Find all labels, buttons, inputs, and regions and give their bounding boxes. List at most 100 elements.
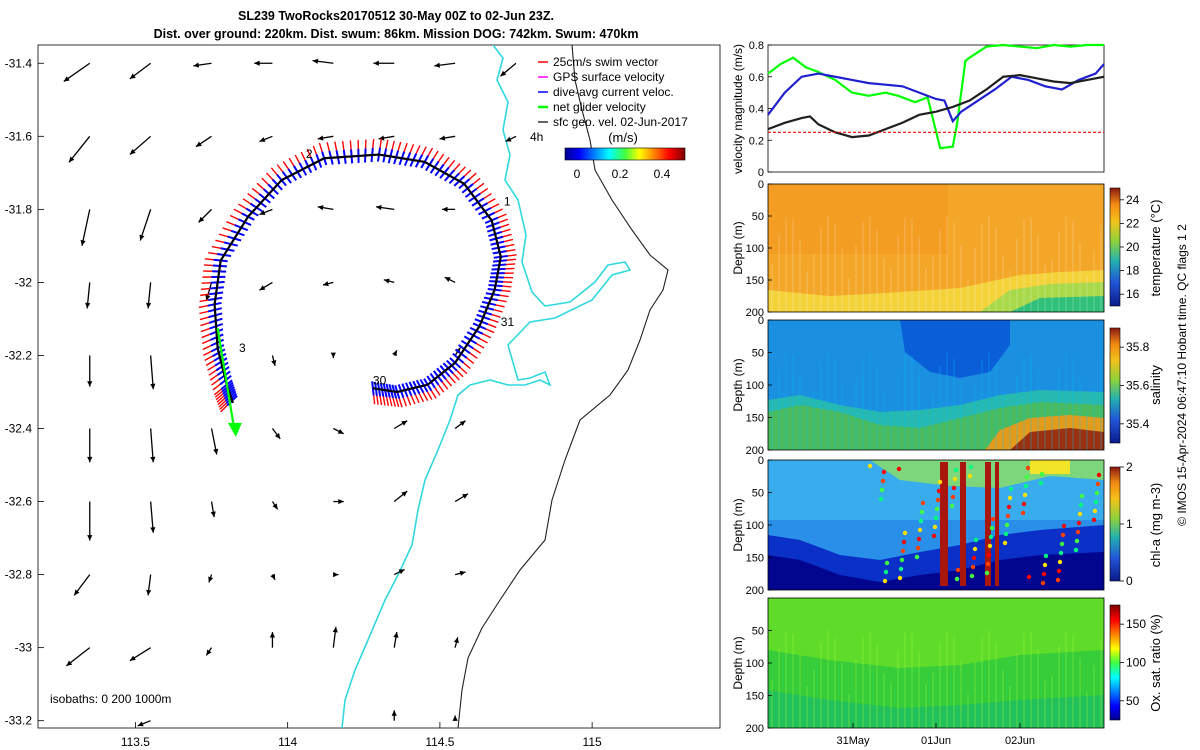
- depth-tick-label: 200: [746, 445, 764, 457]
- title-line2: Dist. over ground: 220km. Dist. swum: 86…: [154, 27, 639, 41]
- oxy-ylabel: Depth (m): [731, 636, 745, 689]
- salinity-cblabel: salinity: [1148, 365, 1163, 405]
- colorbar-tick-label: 50: [1126, 694, 1140, 708]
- chl-panel: 0 50 100 150 200 0 1 2 Depth (m) chl-a (mg m-3): [731, 455, 1163, 597]
- chl-sample: [1073, 547, 1079, 553]
- chl-sample: [900, 548, 906, 554]
- chl-sample: [1024, 474, 1030, 480]
- depth-tick-label: 0: [758, 455, 764, 467]
- sfc-vector-head: [373, 60, 379, 66]
- map-ytick-label: -32.8: [5, 568, 33, 582]
- sfc-vector-head: [332, 626, 338, 633]
- sfc-vector-head: [505, 136, 512, 142]
- chl-sample: [932, 524, 938, 530]
- map-ytick-label: -33.2: [5, 714, 33, 728]
- chl-sample: [882, 578, 888, 584]
- chl-sample: [985, 561, 991, 567]
- chl-sample: [984, 570, 990, 576]
- velocity-panel: 0 0.2 0.4 0.6 0.8 velocity magnitude (m/s): [731, 40, 1105, 179]
- depth-tick-label: 150: [746, 691, 764, 703]
- sfc-vector-head: [74, 589, 80, 596]
- chl-sample: [919, 509, 925, 515]
- salinity-max-layer: [1010, 428, 1104, 450]
- sfc-vector-head: [317, 205, 324, 211]
- chl-sample: [920, 500, 926, 506]
- sfc-vector-head: [269, 632, 276, 638]
- legend-swim: 25cm/s swim vector: [553, 55, 658, 69]
- sfc-vector-head: [193, 62, 200, 68]
- chl-sample: [986, 552, 992, 558]
- chl-sample: [1077, 511, 1083, 517]
- chl-texture: [867, 462, 1102, 586]
- salinity-panel: 0 50 100 150 200 35.4 35.6 35.8 Depth (m) salin…: [731, 315, 1163, 457]
- chl-high-column: [960, 462, 966, 586]
- colorbar-tick-label: 2: [1126, 460, 1133, 474]
- chl-sample: [933, 515, 939, 521]
- map-ytick-label: -32: [15, 275, 33, 289]
- chl-surface-patch: [1030, 460, 1070, 474]
- sfc-vector-head: [198, 216, 205, 223]
- legend-current: dive-avg current veloc.: [553, 85, 674, 99]
- map-xtick-label: 115: [583, 735, 602, 749]
- chl-sample: [1092, 508, 1098, 514]
- date-ticks: 31May 01Jun 02Jun: [836, 723, 1035, 747]
- sfc-vector-head: [259, 210, 266, 215]
- depth-tick-label: 100: [746, 658, 764, 670]
- depth-tick-label: 0: [758, 315, 764, 327]
- chl-sample: [1079, 493, 1085, 499]
- legend-net: net glider velocity: [553, 100, 646, 114]
- chl-sample: [898, 566, 904, 572]
- chl-sample: [937, 479, 943, 485]
- colorbar-tick-label: 24: [1126, 193, 1140, 207]
- sfc-vector-head: [145, 302, 152, 309]
- chl-sample: [1055, 577, 1061, 583]
- chl-sample: [970, 564, 976, 570]
- sfc-vector-head: [401, 491, 408, 497]
- chl-sample: [1061, 523, 1067, 529]
- sfc-vector-head: [150, 383, 156, 390]
- sfc-vector-head: [453, 637, 459, 644]
- chl-sample: [915, 545, 921, 551]
- map-ytick-label: -31.8: [5, 202, 33, 216]
- sfc-vector-head: [137, 721, 144, 727]
- sfc-vector-head: [80, 239, 86, 246]
- chl-sample: [950, 494, 956, 500]
- colorbar-tick-label: 20: [1126, 240, 1140, 254]
- chl-sample: [1021, 501, 1027, 507]
- date-tick-label: 31May: [836, 735, 870, 747]
- map-ytick-label: -32.4: [5, 422, 33, 436]
- depth-tick-label: 100: [746, 520, 764, 532]
- sfc-vector-head: [205, 294, 211, 301]
- sfc-vector-head: [322, 281, 329, 287]
- sfc-vector-head: [254, 60, 260, 66]
- chl-sample: [990, 516, 996, 522]
- chl-sample: [879, 487, 885, 493]
- chl-ylabel: Depth (m): [731, 498, 745, 551]
- day-label: 3: [239, 341, 246, 355]
- velocity-frame: [767, 44, 1105, 173]
- salinity-low-core: [900, 320, 1010, 378]
- map-ytick-label: -31.4: [5, 56, 33, 70]
- chl-sample: [878, 496, 884, 502]
- chl-sample: [1023, 483, 1029, 489]
- sfc-vector-head: [401, 420, 408, 426]
- chl-sample: [1059, 541, 1065, 547]
- sfc-vector-head: [68, 156, 75, 163]
- colorbar-tick-1: 0.2: [612, 167, 629, 181]
- sfc-vector-head: [129, 655, 136, 661]
- colorbar-tick-label: 1: [1126, 517, 1133, 531]
- chl-sample: [1095, 481, 1101, 487]
- legend-4h: 4h: [530, 130, 543, 144]
- oxy-colorbar: [1109, 604, 1121, 721]
- chl-sample: [880, 478, 886, 484]
- date-tick-label: 01Jun: [921, 735, 951, 747]
- glider-track: 2 1 31 30 3: [198, 138, 517, 437]
- chl-sample: [884, 560, 890, 566]
- date-tick-label: 02Jun: [1005, 735, 1035, 747]
- chl-sample: [972, 546, 978, 552]
- chl-sample: [1004, 522, 1010, 528]
- map-panel: 113.5 114 114.5 115 -31.4 -31.6 -31.8 -32 -32.2 -…: [5, 44, 721, 749]
- sfc-vector-head: [87, 456, 93, 463]
- chl-sample: [971, 555, 977, 561]
- temperature-colorbar: [1109, 187, 1121, 307]
